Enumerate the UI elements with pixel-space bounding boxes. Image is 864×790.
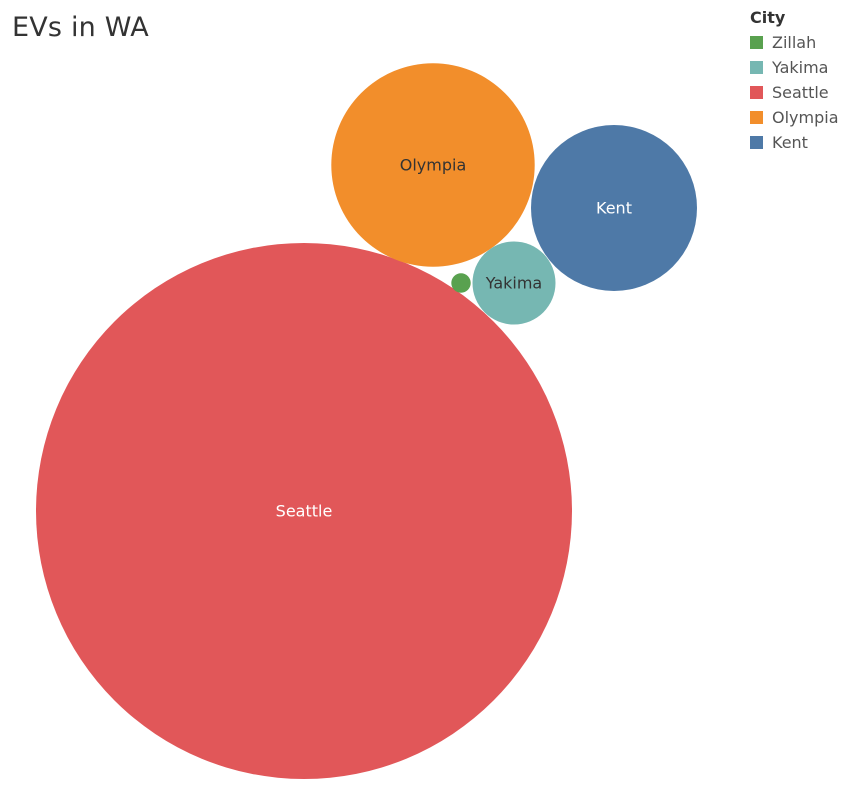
legend: City Zillah Yakima Seattle Olympia Kent <box>750 8 839 155</box>
legend-swatch <box>750 86 763 99</box>
bubble-circle-olympia[interactable] <box>331 63 535 267</box>
legend-swatch <box>750 61 763 74</box>
legend-label: Kent <box>772 133 808 152</box>
legend-swatch <box>750 111 763 124</box>
bubble-yakima[interactable]: Yakima <box>472 241 556 325</box>
legend-label: Zillah <box>772 33 817 52</box>
legend-label: Seattle <box>772 83 829 102</box>
bubble-olympia[interactable]: Olympia <box>331 63 535 267</box>
legend-swatch <box>750 36 763 49</box>
bubble-label-kent: Kent <box>596 199 632 218</box>
legend-label: Yakima <box>772 58 829 77</box>
legend-title: City <box>750 8 786 27</box>
bubble-label-yakima: Yakima <box>485 274 542 293</box>
bubble-seattle[interactable]: Seattle <box>36 243 572 779</box>
legend-item-seattle[interactable]: Seattle <box>750 80 839 105</box>
bubble-circle-kent[interactable] <box>531 125 697 291</box>
legend-item-olympia[interactable]: Olympia <box>750 105 839 130</box>
legend-label: Olympia <box>772 108 839 127</box>
bubble-label-olympia: Olympia <box>400 156 467 175</box>
bubble-kent[interactable]: Kent <box>531 125 697 291</box>
bubble-circle-zillah[interactable] <box>451 273 471 293</box>
bubble-circle-yakima[interactable] <box>472 241 556 325</box>
bubble-zillah[interactable] <box>451 273 471 293</box>
legend-item-zillah[interactable]: Zillah <box>750 30 839 55</box>
chart-title: EVs in WA <box>12 12 149 43</box>
bubble-circle-seattle[interactable] <box>36 243 572 779</box>
bubble-label-seattle: Seattle <box>276 502 333 521</box>
legend-swatch <box>750 136 763 149</box>
legend-item-yakima[interactable]: Yakima <box>750 55 839 80</box>
legend-item-kent[interactable]: Kent <box>750 130 839 155</box>
